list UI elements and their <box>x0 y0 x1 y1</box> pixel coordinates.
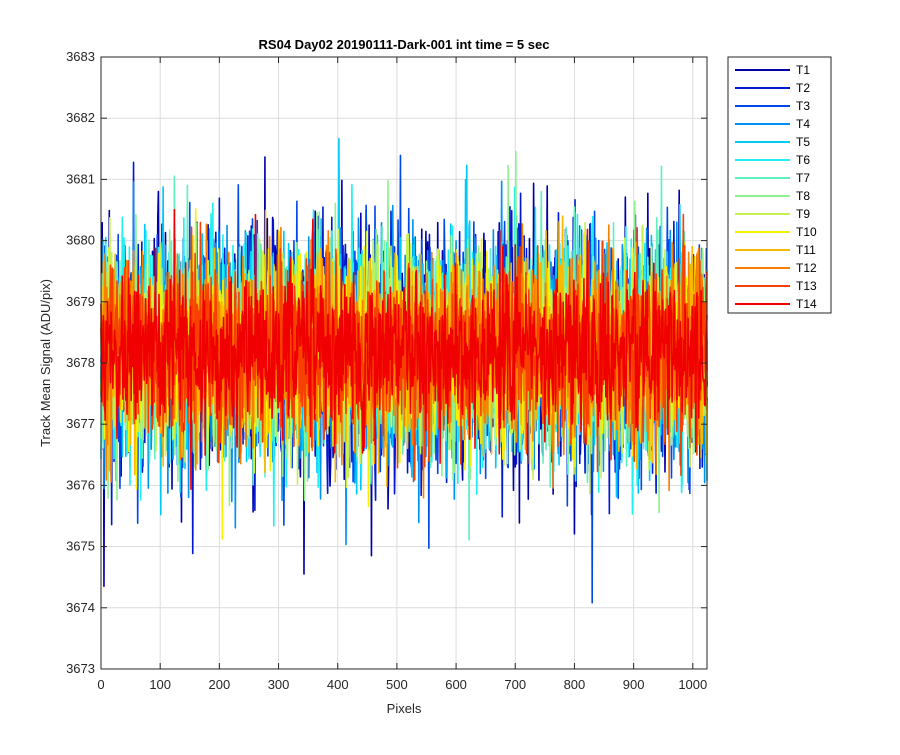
legend-label-T12: T12 <box>796 261 817 275</box>
legend-label-T3: T3 <box>796 99 810 113</box>
legend-label-T13: T13 <box>796 279 817 293</box>
x-tick-label: 900 <box>623 677 645 692</box>
legend-label-T1: T1 <box>796 63 810 77</box>
x-tick-label: 500 <box>386 677 408 692</box>
y-tick-label: 3675 <box>66 539 95 554</box>
legend-label-T2: T2 <box>796 81 810 95</box>
legend-label-T14: T14 <box>796 297 817 311</box>
legend-label-T4: T4 <box>796 117 810 131</box>
chart-title: RS04 Day02 20190111-Dark-001 int time = … <box>259 37 550 52</box>
series-line-T14 <box>100 208 708 490</box>
y-tick-label: 3677 <box>66 416 95 431</box>
y-tick-label: 3683 <box>66 49 95 64</box>
y-tick-label: 3676 <box>66 477 95 492</box>
legend-label-T7: T7 <box>796 171 810 185</box>
series-lines <box>100 137 708 604</box>
x-tick-label: 200 <box>209 677 231 692</box>
x-tick-label: 700 <box>504 677 526 692</box>
y-tick-label: 3674 <box>66 600 95 615</box>
legend-label-T6: T6 <box>796 153 810 167</box>
legend: T1 T2 T3 T4 T5 T6 T7 T8 T9 T10 T11 T12 T13 T14 <box>727 56 832 314</box>
legend-label-T9: T9 <box>796 207 810 221</box>
legend-label-T10: T10 <box>796 225 817 239</box>
x-axis-label: Pixels <box>387 701 422 716</box>
y-axis-label: Track Mean Signal (ADU/pix) <box>38 279 53 447</box>
axis-ticks: 0 100 200 300 400 500 600 700 800 900 1000 3673 3674… <box>66 49 707 692</box>
y-tick-label: 3682 <box>66 110 95 125</box>
y-tick-label: 3678 <box>66 355 95 370</box>
x-tick-label: 100 <box>149 677 171 692</box>
x-tick-label: 0 <box>97 677 104 692</box>
legend-box <box>727 56 832 314</box>
x-tick-label: 800 <box>564 677 586 692</box>
legend-label-T8: T8 <box>796 189 810 203</box>
x-tick-label: 1000 <box>678 677 707 692</box>
y-tick-label: 3680 <box>66 233 95 248</box>
y-tick-label: 3673 <box>66 661 95 676</box>
x-tick-label: 400 <box>327 677 349 692</box>
x-tick-label: 600 <box>445 677 467 692</box>
y-tick-label: 3681 <box>66 171 95 186</box>
legend-label-T11: T11 <box>796 243 816 257</box>
x-tick-label: 300 <box>268 677 290 692</box>
legend-label-T5: T5 <box>796 135 810 149</box>
y-tick-label: 3679 <box>66 294 95 309</box>
